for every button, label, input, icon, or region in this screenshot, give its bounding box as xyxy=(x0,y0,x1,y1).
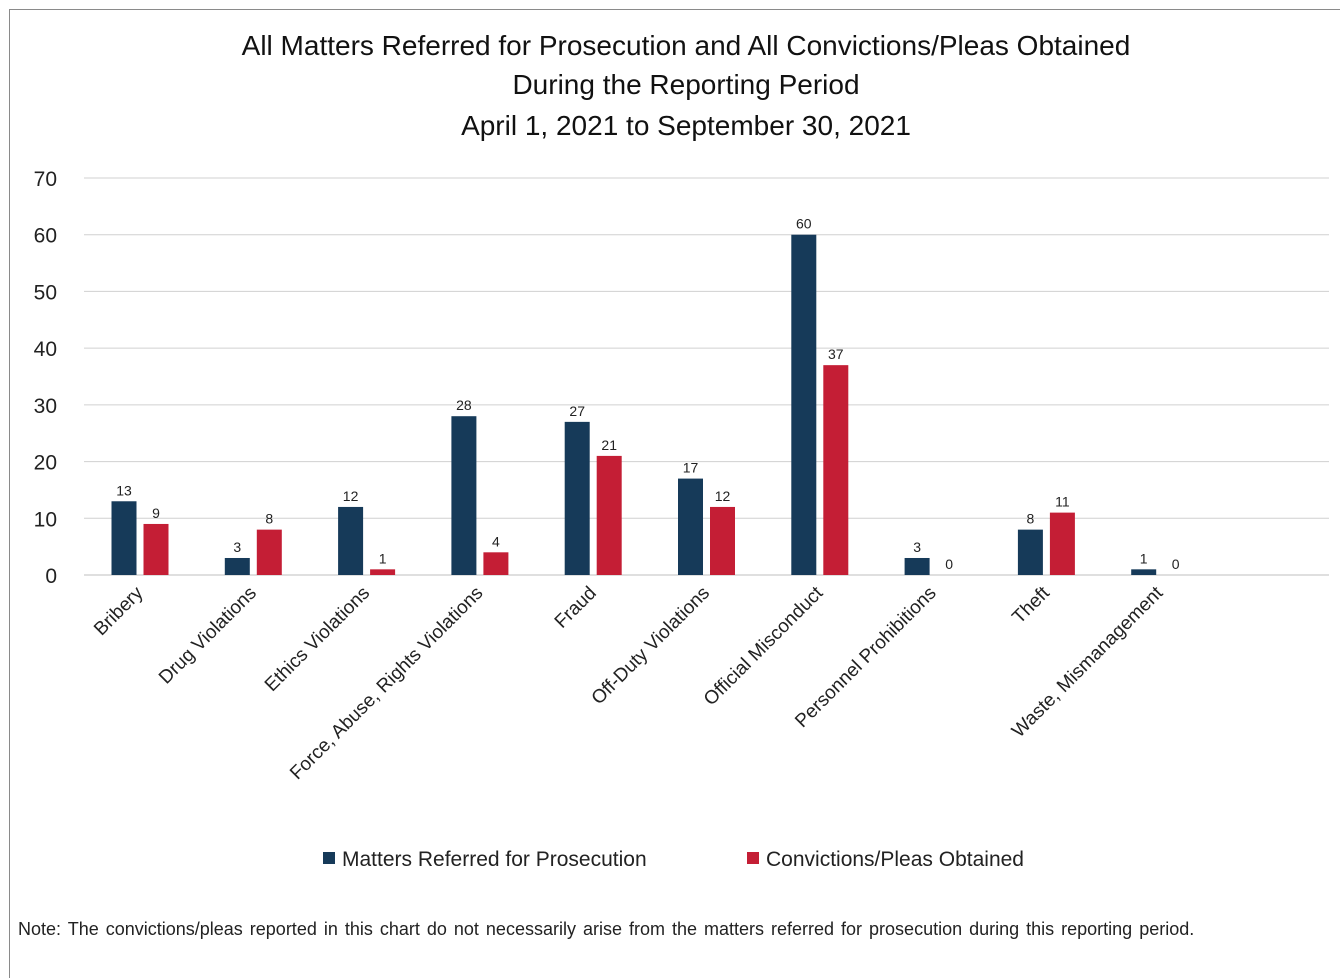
data-label: 60 xyxy=(796,216,812,232)
chart-title-line-1: All Matters Referred for Prosecution and… xyxy=(242,30,1131,61)
data-label: 9 xyxy=(152,505,160,521)
bar-convictions-4 xyxy=(483,552,508,575)
legend-label: Matters Referred for Prosecution xyxy=(342,848,647,871)
bar-referred-1 xyxy=(112,501,137,575)
bar-referred-4 xyxy=(451,416,476,575)
bar-referred-3 xyxy=(338,507,363,575)
bar-referred-8 xyxy=(905,558,930,575)
y-tick-label: 30 xyxy=(34,395,57,418)
x-axis-ticks: Bribery Drug Violations Ethics ViolationsF… xyxy=(90,582,1168,784)
data-label: 3 xyxy=(233,539,241,555)
chart-title-line-2: During the Reporting Period xyxy=(512,69,859,100)
chart-title: All Matters Referred for Prosecution and… xyxy=(242,30,1131,141)
data-label: 8 xyxy=(265,511,273,527)
data-label: 37 xyxy=(828,346,844,362)
bar-chart: All Matters Referred for Prosecution and… xyxy=(0,0,1342,915)
data-label: 11 xyxy=(1055,494,1070,510)
bar-referred-7 xyxy=(791,235,816,575)
chart-title-line-3: April 1, 2021 to September 30, 2021 xyxy=(461,110,911,141)
bar-convictions-7 xyxy=(823,365,848,575)
data-label: 13 xyxy=(116,482,132,498)
data-label: 28 xyxy=(456,397,472,413)
x-tick-label: Theft xyxy=(1008,582,1054,628)
y-tick-label: 0 xyxy=(45,565,57,588)
bar-convictions-6 xyxy=(710,507,735,575)
data-label: 17 xyxy=(683,460,699,476)
data-label: 1 xyxy=(379,550,387,566)
data-label: 12 xyxy=(715,488,731,504)
bar-referred-9 xyxy=(1018,530,1043,575)
legend-swatch-convictions xyxy=(747,852,759,864)
y-tick-label: 60 xyxy=(34,225,57,248)
bar-referred-10 xyxy=(1131,569,1156,575)
data-label: 27 xyxy=(569,403,585,419)
x-tick-label: Official Misconduct xyxy=(700,582,828,710)
bar-referred-6 xyxy=(678,479,703,575)
y-axis-ticks: 0 10 20 30 40 50 60 70 xyxy=(34,168,57,588)
x-tick-label: Drug Violations xyxy=(155,583,261,689)
data-label: 1 xyxy=(1140,550,1148,566)
y-tick-label: 70 xyxy=(34,168,57,191)
y-tick-label: 40 xyxy=(34,338,57,361)
legend-swatch-referred xyxy=(323,852,335,864)
legend: Matters Referred for Prosecution Convicti… xyxy=(323,848,1024,871)
y-tick-label: 20 xyxy=(34,452,57,475)
data-label: 21 xyxy=(601,437,617,453)
bar-referred-2 xyxy=(225,558,250,575)
chart-note: Note: The convictions/pleas reported in … xyxy=(18,917,1258,942)
legend-label: Convictions/Pleas Obtained xyxy=(766,848,1024,871)
bar-convictions-1 xyxy=(144,524,169,575)
bar-convictions-3 xyxy=(370,569,395,575)
bar-convictions-5 xyxy=(597,456,622,575)
data-label: 3 xyxy=(913,539,921,555)
x-tick-label: Ethics Violations xyxy=(261,583,374,696)
bar-referred-5 xyxy=(565,422,590,575)
x-tick-label: Off-Duty Violations xyxy=(588,583,714,709)
data-label: 0 xyxy=(945,556,953,572)
data-label: 0 xyxy=(1172,556,1180,572)
x-tick-label: Bribery xyxy=(90,582,148,640)
x-tick-label: Fraud xyxy=(551,583,601,633)
data-label: 4 xyxy=(492,533,500,549)
bar-convictions-9 xyxy=(1050,513,1075,575)
data-label: 12 xyxy=(343,488,359,504)
y-tick-label: 10 xyxy=(34,508,57,531)
data-label: 8 xyxy=(1027,511,1035,527)
bar-convictions-2 xyxy=(257,530,282,575)
x-tick-label: Force, Abuse, Rights Violations xyxy=(286,583,487,784)
y-tick-label: 50 xyxy=(34,281,57,304)
